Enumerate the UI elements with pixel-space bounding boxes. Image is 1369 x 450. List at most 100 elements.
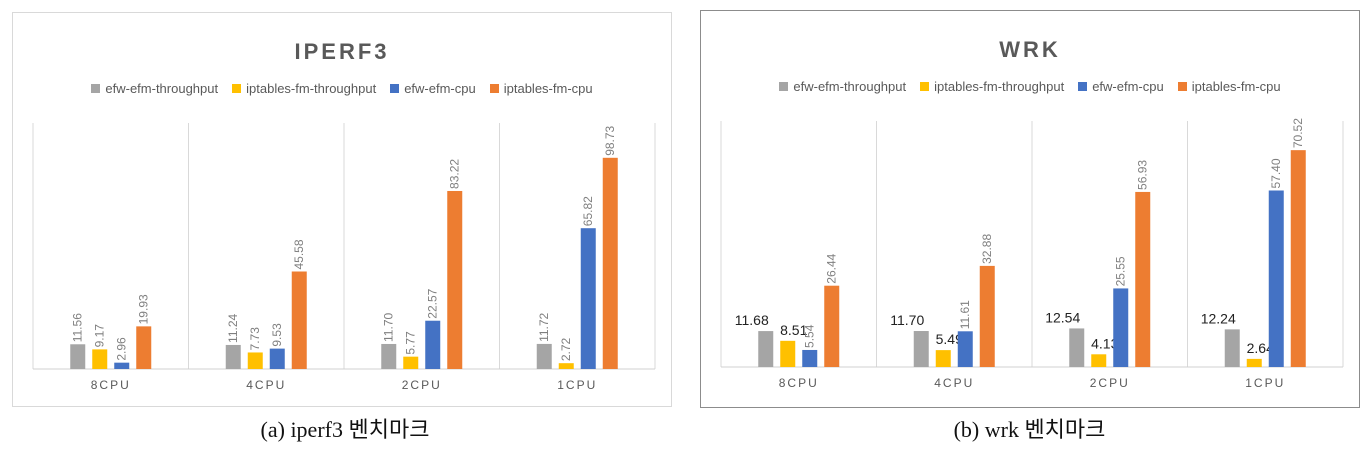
bar-efw-efm-cpu xyxy=(580,228,596,369)
data-label: 22.57 xyxy=(426,288,440,318)
bar-iptables-fm-throughput xyxy=(1246,358,1262,367)
bar-efw-efm-throughput xyxy=(381,343,397,369)
bar-iptables-fm-cpu xyxy=(447,190,463,369)
data-label: 98.73 xyxy=(603,125,617,155)
data-label: 4.13 xyxy=(1091,335,1118,351)
chart-title: WRK xyxy=(999,37,1061,62)
bar-efw-efm-throughput xyxy=(758,331,774,367)
legend-label: efw-efm-cpu xyxy=(404,81,476,96)
panel-wrk: WRK efw-efm-throughput iptables-fm-throu… xyxy=(690,0,1369,450)
data-label: 2.64 xyxy=(1247,340,1274,356)
data-label: 12.54 xyxy=(1045,309,1080,325)
bar-iptables-fm-throughput xyxy=(403,356,419,369)
data-label: 19.93 xyxy=(137,294,151,324)
bar-iptables-fm-cpu xyxy=(1135,191,1151,367)
data-label: 2.96 xyxy=(115,337,129,361)
chart-title: IPERF3 xyxy=(294,39,390,64)
data-label: 5.77 xyxy=(404,331,418,355)
bar-efw-efm-cpu xyxy=(425,320,441,369)
legend: efw-efm-throughput iptables-fm-throughpu… xyxy=(13,81,671,96)
legend-swatch xyxy=(1177,82,1187,91)
x-tick-label: 2CPU xyxy=(402,378,442,392)
legend-swatch xyxy=(779,82,789,91)
data-label: 11.70 xyxy=(382,313,396,342)
legend-label: iptables-fm-cpu xyxy=(503,81,593,96)
plot-area: 11.56 9.17 2.96 19.93 8CPU 11.24 7.73 9.53 45.58… xyxy=(32,123,656,392)
bar-efw-efm-throughput xyxy=(1224,329,1240,367)
data-label: 5.54 xyxy=(803,324,817,348)
data-label: 11.61 xyxy=(958,300,972,329)
bar-iptables-fm-throughput xyxy=(247,352,263,369)
legend-item: efw-efm-cpu xyxy=(390,81,476,96)
bar-efw-efm-cpu xyxy=(1268,190,1284,367)
data-label: 57.40 xyxy=(1269,158,1283,188)
data-label: 11.56 xyxy=(71,313,85,342)
chart-frame-wrk: WRK efw-efm-throughput iptables-fm-throu… xyxy=(700,10,1360,408)
legend-item: iptables-fm-throughput xyxy=(920,79,1064,94)
legend-label: efw-efm-throughput xyxy=(105,81,219,96)
legend-item: iptables-fm-cpu xyxy=(1177,79,1281,94)
data-label: 26.44 xyxy=(825,253,839,283)
legend-label: iptables-fm-cpu xyxy=(1191,79,1281,94)
bar-efw-efm-cpu xyxy=(802,349,818,367)
data-label: 8.51 xyxy=(780,322,807,338)
legend-swatch xyxy=(920,82,930,91)
legend-swatch xyxy=(232,84,242,93)
legend-swatch xyxy=(91,84,101,93)
data-label: 12.24 xyxy=(1201,310,1236,326)
legend-label: efw-efm-throughput xyxy=(793,79,907,94)
data-label: 9.17 xyxy=(93,324,107,348)
bar-efw-efm-cpu xyxy=(1113,288,1129,367)
panel-iperf3: IPERF3 efw-efm-throughput iptables-fm-th… xyxy=(12,12,672,442)
legend-swatch xyxy=(1078,82,1088,91)
data-label: 2.72 xyxy=(559,337,573,361)
bar-iptables-fm-throughput xyxy=(1091,354,1107,367)
figure-caption: (b) wrk 벤치마크 xyxy=(953,417,1106,442)
bar-efw-efm-throughput xyxy=(70,344,86,369)
bar-iptables-fm-throughput xyxy=(935,350,951,367)
data-label: 11.68 xyxy=(735,312,769,328)
bar-efw-efm-cpu xyxy=(269,348,285,369)
data-label: 7.73 xyxy=(248,327,262,351)
bar-iptables-fm-cpu xyxy=(979,265,995,367)
data-label: 25.55 xyxy=(1114,256,1128,286)
bar-iptables-fm-throughput xyxy=(558,363,574,369)
bar-efw-efm-throughput xyxy=(225,344,241,369)
data-label: 9.53 xyxy=(270,323,284,347)
legend-item: iptables-fm-cpu xyxy=(489,81,593,96)
plot-area: 11.68 8.515.54 26.44 8CPU 11.70 5.49 11.61 32.8… xyxy=(720,118,1344,390)
legend-item: efw-efm-throughput xyxy=(779,79,906,94)
x-tick-label: 1CPU xyxy=(1245,376,1285,390)
legend-item: iptables-fm-throughput xyxy=(232,81,376,96)
data-label: 56.93 xyxy=(1136,160,1150,190)
x-tick-label: 4CPU xyxy=(246,378,286,392)
legend-label: efw-efm-cpu xyxy=(1092,79,1164,94)
legend-item: efw-efm-cpu xyxy=(1078,79,1164,94)
legend-label: iptables-fm-throughput xyxy=(246,81,377,96)
data-label: 32.88 xyxy=(980,234,994,264)
legend-label: iptables-fm-throughput xyxy=(934,79,1065,94)
bar-iptables-fm-cpu xyxy=(602,157,618,369)
x-tick-label: 1CPU xyxy=(557,378,597,392)
bar-iptables-fm-throughput xyxy=(780,340,796,367)
legend-item: efw-efm-throughput xyxy=(91,81,218,96)
chart-frame-iperf3: IPERF3 efw-efm-throughput iptables-fm-th… xyxy=(12,12,672,407)
data-label: 45.58 xyxy=(292,239,306,269)
x-tick-label: 2CPU xyxy=(1090,376,1130,390)
bar-iptables-fm-cpu xyxy=(1290,150,1306,367)
data-label: 65.82 xyxy=(581,196,595,226)
data-label: 11.70 xyxy=(890,312,924,328)
bar-efw-efm-throughput xyxy=(536,343,552,369)
data-label: 70.52 xyxy=(1291,118,1305,148)
x-tick-label: 8CPU xyxy=(779,376,819,390)
bar-iptables-fm-throughput xyxy=(92,349,108,369)
x-tick-label: 8CPU xyxy=(91,378,131,392)
data-label: 11.72 xyxy=(537,312,551,341)
bar-efw-efm-throughput xyxy=(1069,328,1085,367)
figure-caption: (a) iperf3 벤치마크 xyxy=(260,417,430,442)
legend-swatch xyxy=(489,84,499,93)
data-label: 5.49 xyxy=(936,331,963,347)
bar-efw-efm-cpu xyxy=(114,362,130,369)
bar-iptables-fm-cpu xyxy=(824,285,840,367)
bar-iptables-fm-cpu xyxy=(136,326,152,369)
